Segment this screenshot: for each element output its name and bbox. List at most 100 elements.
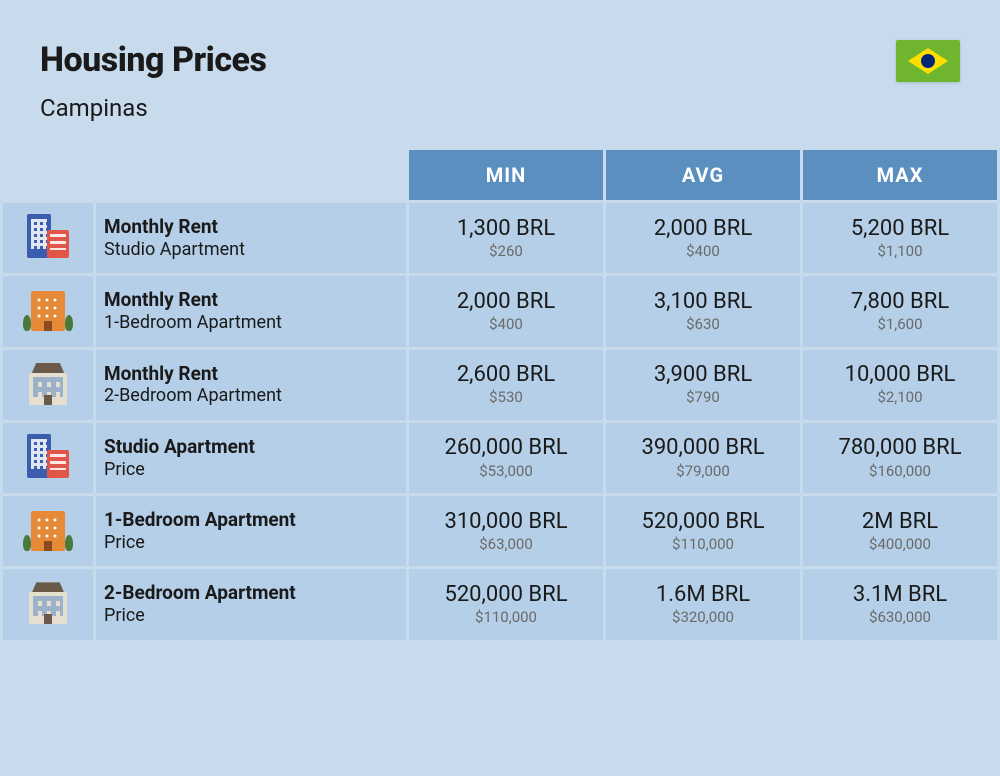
header: Housing Prices Campinas [0,0,1000,147]
building-icon [21,538,75,557]
table-row: Monthly Rent2-Bedroom Apartment2,600 BRL… [3,350,997,420]
value-brl: 780,000 BRL [807,435,993,461]
row-subtitle: Studio Apartment [104,239,398,262]
row-subtitle: Price [104,532,398,555]
page-subtitle: Campinas [40,94,266,122]
cell-avg: 3,900 BRL$790 [606,350,800,420]
row-subtitle: 2-Bedroom Apartment [104,385,398,408]
value-brl: 5,200 BRL [807,216,993,242]
value-brl: 7,800 BRL [807,289,993,315]
value-usd: $79,000 [610,462,796,481]
header-empty-icon [3,150,93,200]
value-brl: 520,000 BRL [413,582,599,608]
cell-min: 260,000 BRL$53,000 [409,423,603,493]
cell-max: 3.1M BRL$630,000 [803,569,997,639]
cell-min: 310,000 BRL$63,000 [409,496,603,566]
row-icon-cell [3,496,93,566]
value-brl: 3.1M BRL [807,582,993,608]
row-label-cell: Monthly RentStudio Apartment [96,203,406,273]
cell-min: 1,300 BRL$260 [409,203,603,273]
cell-avg: 390,000 BRL$79,000 [606,423,800,493]
value-brl: 260,000 BRL [413,435,599,461]
cell-max: 5,200 BRL$1,100 [803,203,997,273]
row-title: 2-Bedroom Apartment [104,581,398,605]
cell-max: 780,000 BRL$160,000 [803,423,997,493]
row-title: Studio Apartment [104,435,398,459]
row-label-cell: Monthly Rent2-Bedroom Apartment [96,350,406,420]
row-label-cell: 1-Bedroom ApartmentPrice [96,496,406,566]
prices-table: MIN AVG MAX Monthly RentStudio Apartment… [0,147,1000,643]
value-brl: 2,600 BRL [413,362,599,388]
cell-min: 2,600 BRL$530 [409,350,603,420]
value-brl: 520,000 BRL [610,509,796,535]
cell-avg: 520,000 BRL$110,000 [606,496,800,566]
row-subtitle: Price [104,605,398,628]
value-usd: $2,100 [807,388,993,407]
value-brl: 1,300 BRL [413,216,599,242]
building-icon [21,611,75,630]
value-usd: $530 [413,388,599,407]
value-usd: $400 [413,315,599,334]
row-label-cell: Studio ApartmentPrice [96,423,406,493]
value-usd: $110,000 [610,535,796,554]
building-icon [21,465,75,484]
row-icon-cell [3,203,93,273]
brazil-flag-icon [896,40,960,82]
row-title: Monthly Rent [104,215,398,239]
row-icon-cell [3,423,93,493]
value-usd: $260 [413,242,599,261]
table-row: 2-Bedroom ApartmentPrice520,000 BRL$110,… [3,569,997,639]
value-brl: 390,000 BRL [610,435,796,461]
header-text: Housing Prices Campinas [40,40,266,122]
value-brl: 2M BRL [807,509,993,535]
row-icon-cell [3,350,93,420]
value-usd: $63,000 [413,535,599,554]
value-usd: $1,100 [807,242,993,261]
value-usd: $790 [610,388,796,407]
cell-max: 7,800 BRL$1,600 [803,276,997,346]
table-row: Studio ApartmentPrice260,000 BRL$53,0003… [3,423,997,493]
cell-avg: 3,100 BRL$630 [606,276,800,346]
row-label-cell: 2-Bedroom ApartmentPrice [96,569,406,639]
value-usd: $110,000 [413,608,599,627]
value-brl: 310,000 BRL [413,509,599,535]
value-brl: 3,900 BRL [610,362,796,388]
row-icon-cell [3,276,93,346]
value-usd: $1,600 [807,315,993,334]
row-title: 1-Bedroom Apartment [104,508,398,532]
cell-avg: 1.6M BRL$320,000 [606,569,800,639]
row-subtitle: Price [104,459,398,482]
row-title: Monthly Rent [104,288,398,312]
row-title: Monthly Rent [104,362,398,386]
table-row: 1-Bedroom ApartmentPrice310,000 BRL$63,0… [3,496,997,566]
cell-max: 2M BRL$400,000 [803,496,997,566]
col-max: MAX [803,150,997,200]
row-icon-cell [3,569,93,639]
building-icon [21,392,75,411]
cell-avg: 2,000 BRL$400 [606,203,800,273]
value-usd: $53,000 [413,462,599,481]
value-usd: $160,000 [807,462,993,481]
row-label-cell: Monthly Rent1-Bedroom Apartment [96,276,406,346]
value-brl: 10,000 BRL [807,362,993,388]
value-brl: 1.6M BRL [610,582,796,608]
col-avg: AVG [606,150,800,200]
table-row: Monthly Rent1-Bedroom Apartment2,000 BRL… [3,276,997,346]
value-usd: $320,000 [610,608,796,627]
page-title: Housing Prices [40,40,266,80]
cell-min: 2,000 BRL$400 [409,276,603,346]
value-usd: $630,000 [807,608,993,627]
value-brl: 2,000 BRL [610,216,796,242]
cell-max: 10,000 BRL$2,100 [803,350,997,420]
col-min: MIN [409,150,603,200]
row-subtitle: 1-Bedroom Apartment [104,312,398,335]
value-usd: $400,000 [807,535,993,554]
value-usd: $630 [610,315,796,334]
table-row: Monthly RentStudio Apartment1,300 BRL$26… [3,203,997,273]
building-icon [21,318,75,337]
value-brl: 3,100 BRL [610,289,796,315]
table-header-row: MIN AVG MAX [3,150,997,200]
building-icon [21,245,75,264]
value-brl: 2,000 BRL [413,289,599,315]
cell-min: 520,000 BRL$110,000 [409,569,603,639]
